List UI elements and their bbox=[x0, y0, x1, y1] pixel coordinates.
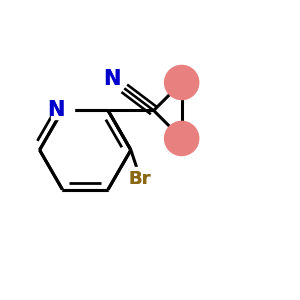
Bar bbox=[100, 70, 123, 87]
Text: N: N bbox=[47, 100, 64, 121]
Circle shape bbox=[165, 122, 199, 155]
Bar bbox=[51, 102, 74, 119]
Text: Br: Br bbox=[128, 170, 151, 188]
Text: N: N bbox=[47, 100, 64, 121]
Text: Br: Br bbox=[128, 170, 151, 188]
Circle shape bbox=[165, 65, 199, 100]
Text: N: N bbox=[103, 69, 120, 88]
Bar bbox=[126, 167, 153, 186]
Text: N: N bbox=[103, 69, 120, 88]
